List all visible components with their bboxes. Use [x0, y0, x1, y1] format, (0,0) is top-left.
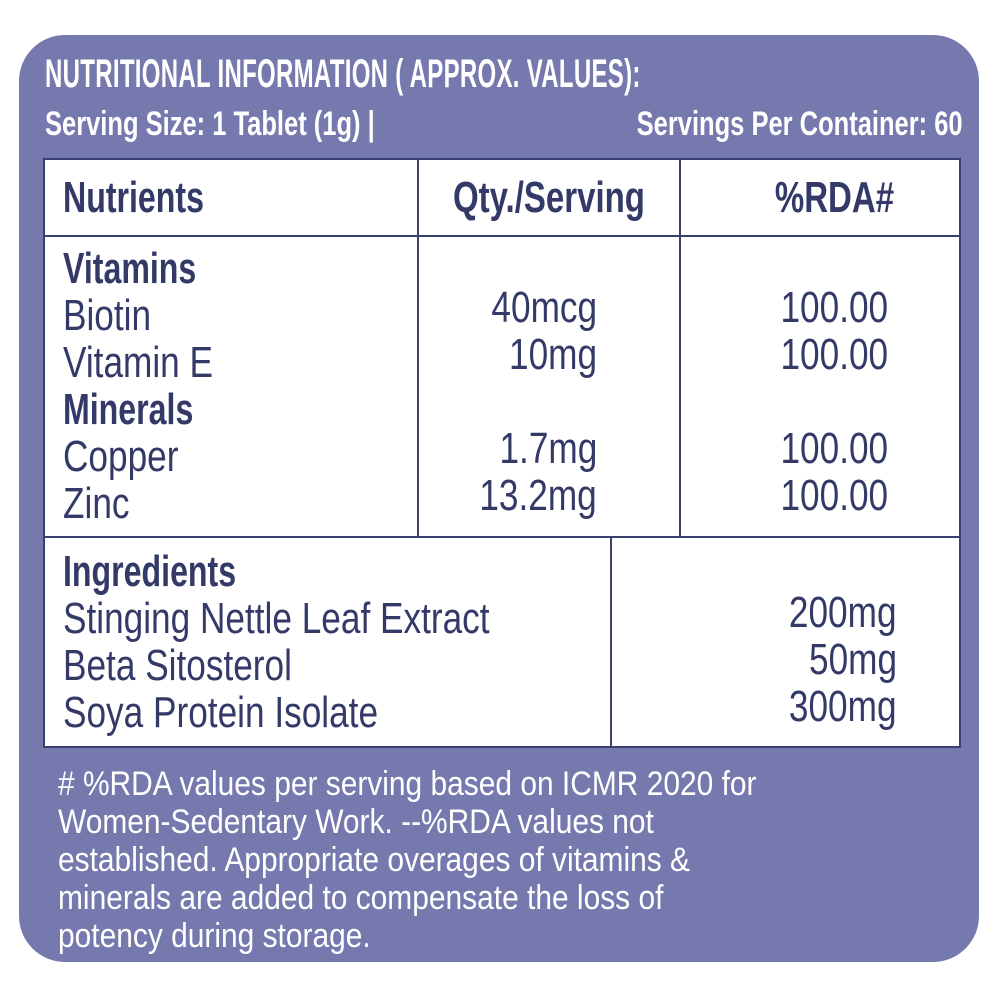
col-header-nutrients: Nutrients — [45, 160, 419, 235]
serving-info-row: Serving Size: 1 Tablet (1g) | Servings P… — [45, 104, 963, 144]
table-header-row: Nutrients Qty./Serving %RDA# — [45, 160, 959, 237]
footnote-line: potency during storage. — [58, 917, 371, 955]
rda-footnote: # %RDA values per serving based on ICMR … — [58, 765, 958, 955]
col-header-rda: %RDA# — [774, 173, 894, 222]
ingredient-name-beta-sitosterol: Beta Sitosterol — [63, 641, 292, 690]
rda-biotin: 100.00 — [780, 283, 888, 332]
nutrition-label-card: NUTRITIONAL INFORMATION ( APPROX. VALUES… — [19, 35, 979, 962]
ingredient-qty-column: 200mg 50mg 300mg — [612, 538, 959, 746]
label-title: NUTRITIONAL INFORMATION ( APPROX. VALUES… — [45, 52, 1000, 96]
rda-copper: 100.00 — [780, 424, 888, 473]
nutrient-name-biotin: Biotin — [63, 291, 152, 340]
rda-percent-column: 100.00 100.00 100.00 100.00 — [681, 237, 959, 536]
qty-biotin: 40mcg — [491, 283, 597, 332]
section-title-vitamins: Vitamins — [63, 244, 197, 293]
nutrition-table: Nutrients Qty./Serving %RDA# Vitamins Bi… — [43, 158, 961, 748]
footnote-line: minerals are added to compensate the los… — [58, 879, 664, 917]
nutrient-name-column: Vitamins Biotin Vitamin E Minerals Coppe… — [45, 237, 419, 536]
qty-per-serving-column: 40mcg 10mg 1.7mg 13.2mg — [419, 237, 681, 536]
nutrient-name-copper: Copper — [63, 432, 179, 481]
ingredient-name-column: Ingredients Stinging Nettle Leaf Extract… — [45, 538, 612, 746]
label-title-text: NUTRITIONAL INFORMATION ( APPROX. VALUES… — [45, 52, 641, 96]
ingredient-qty-soya-protein: 300mg — [789, 682, 897, 731]
qty-zinc: 13.2mg — [479, 471, 597, 520]
rda-vitamin-e: 100.00 — [780, 330, 888, 379]
section-title-minerals: Minerals — [63, 385, 194, 434]
ingredient-qty-stinging-nettle: 200mg — [789, 588, 897, 637]
rda-zinc: 100.00 — [780, 471, 888, 520]
ingredients-section: Ingredients Stinging Nettle Leaf Extract… — [45, 538, 959, 746]
col-header-qty-serving: Qty./Serving — [419, 160, 681, 235]
footnote-line: Women-Sedentary Work. --%RDA values not — [58, 803, 654, 841]
vitamins-minerals-section: Vitamins Biotin Vitamin E Minerals Coppe… — [45, 237, 959, 538]
qty-vitamin-e: 10mg — [508, 330, 597, 379]
servings-per-container-text: Servings Per Container: 60 — [637, 105, 963, 143]
ingredient-name-soya-protein: Soya Protein Isolate — [63, 688, 379, 737]
ingredient-name-stinging-nettle: Stinging Nettle Leaf Extract — [63, 594, 490, 643]
nutrient-name-zinc: Zinc — [63, 479, 130, 528]
nutrient-name-vitamin-e: Vitamin E — [63, 338, 213, 387]
serving-size-text: Serving Size: 1 Tablet (1g) | — [45, 105, 375, 143]
qty-copper: 1.7mg — [499, 424, 597, 473]
footnote-line: # %RDA values per serving based on ICMR … — [58, 765, 757, 803]
footnote-line: established. Appropriate overages of vit… — [58, 841, 691, 879]
section-title-ingredients: Ingredients — [63, 547, 237, 596]
ingredient-qty-beta-sitosterol: 50mg — [808, 635, 897, 684]
